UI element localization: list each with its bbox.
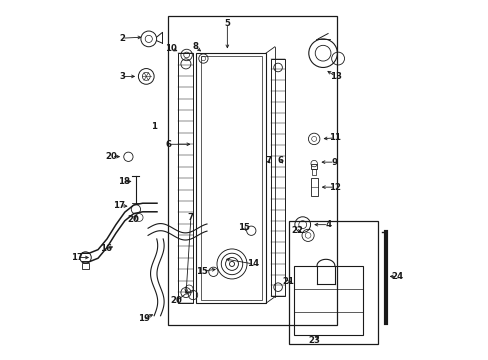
Bar [288,221,378,344]
Text: 15: 15 [196,267,208,276]
Text: 20: 20 [170,296,182,305]
Text: 12: 12 [328,183,340,192]
Text: 15: 15 [237,223,249,232]
Text: 19: 19 [138,314,149,323]
Text: 3: 3 [119,72,125,81]
Text: 21: 21 [282,277,293,286]
Bar [271,59,285,296]
Text: 7: 7 [264,156,270,165]
Bar [178,53,193,303]
Text: 18: 18 [118,177,129,186]
Bar [293,266,363,336]
Text: 11: 11 [328,133,340,142]
Text: 20: 20 [105,152,117,161]
Text: 23: 23 [307,336,320,345]
Text: 5: 5 [224,19,230,28]
Bar [310,178,317,196]
Text: 7: 7 [187,213,194,222]
Text: 2: 2 [119,34,125,43]
Text: 6: 6 [165,140,171,149]
Text: 13: 13 [329,72,341,81]
Text: 6: 6 [277,156,283,165]
Text: 4: 4 [325,220,331,229]
Bar [310,163,317,169]
Bar [312,169,315,175]
Text: 8: 8 [192,42,198,51]
Text: 17: 17 [70,253,82,262]
Bar [200,56,261,300]
Text: 1: 1 [151,122,157,131]
Text: 22: 22 [291,226,303,235]
Text: 16: 16 [100,244,112,253]
Bar [196,53,265,303]
Text: 14: 14 [246,260,259,269]
Text: 24: 24 [390,272,403,281]
Text: 20: 20 [127,215,139,224]
Text: 9: 9 [331,158,337,167]
Bar [167,16,337,325]
Text: 17: 17 [113,201,125,210]
Bar [82,263,89,269]
Text: 10: 10 [165,44,177,53]
